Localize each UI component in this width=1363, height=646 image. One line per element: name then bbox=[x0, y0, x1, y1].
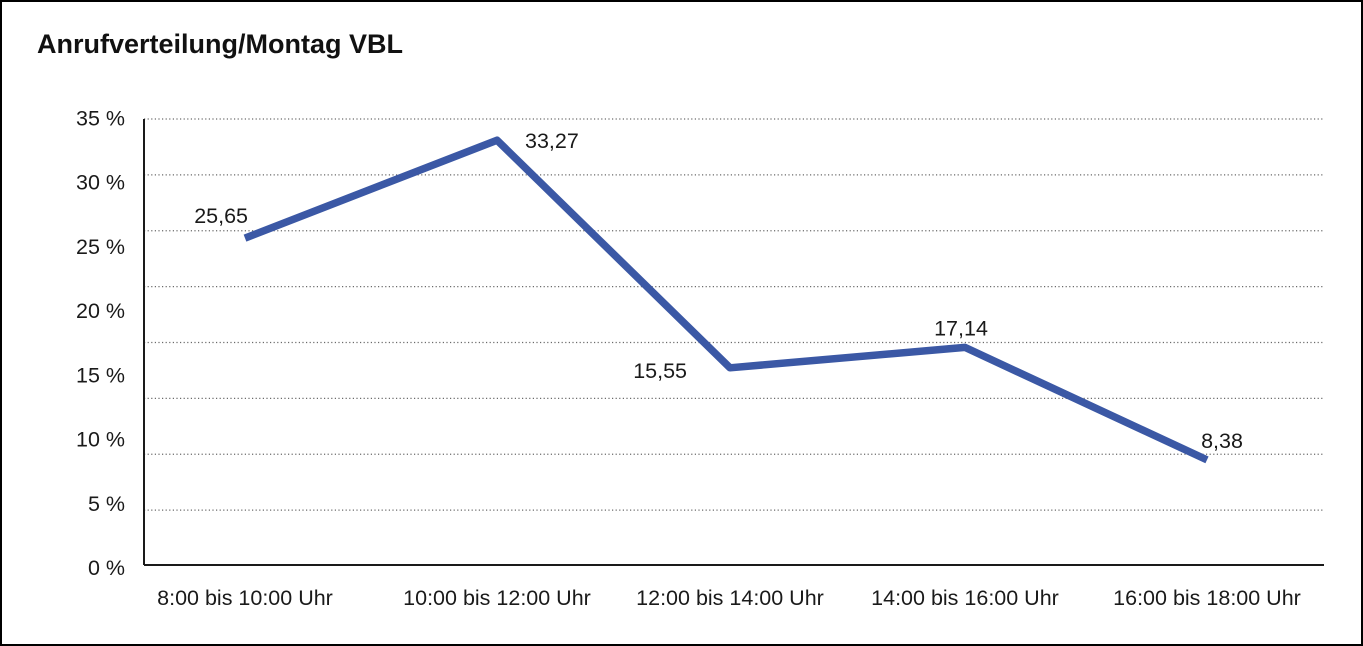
y-axis-tick-label: 25 % bbox=[76, 235, 125, 259]
y-axis-tick-label: 5 % bbox=[88, 492, 125, 516]
y-axis-tick-label: 15 % bbox=[76, 363, 125, 387]
x-axis-label: 12:00 bis 14:00 Uhr bbox=[636, 586, 824, 610]
y-axis-tick-label: 10 % bbox=[76, 428, 125, 452]
value-label: 15,55 bbox=[633, 359, 687, 383]
x-axis-label: 8:00 bis 10:00 Uhr bbox=[157, 586, 333, 610]
x-axis-label: 16:00 bis 18:00 Uhr bbox=[1113, 586, 1301, 610]
x-axis-label: 10:00 bis 12:00 Uhr bbox=[403, 586, 591, 610]
chart-title: Anrufverteilung/Montag VBL bbox=[37, 29, 403, 59]
value-label: 33,27 bbox=[525, 129, 579, 153]
y-axis-tick-label: 35 % bbox=[76, 106, 125, 130]
y-axis-tick-label: 30 % bbox=[76, 171, 125, 195]
x-axis-label: 14:00 bis 16:00 Uhr bbox=[871, 586, 1059, 610]
value-label: 8,38 bbox=[1201, 429, 1243, 453]
series-line bbox=[243, 136, 1209, 464]
y-axis-tick-label: 20 % bbox=[76, 299, 125, 323]
y-axis-tick-label: 0 % bbox=[88, 556, 125, 580]
value-label: 17,14 bbox=[934, 316, 988, 340]
value-label: 25,65 bbox=[194, 204, 248, 228]
